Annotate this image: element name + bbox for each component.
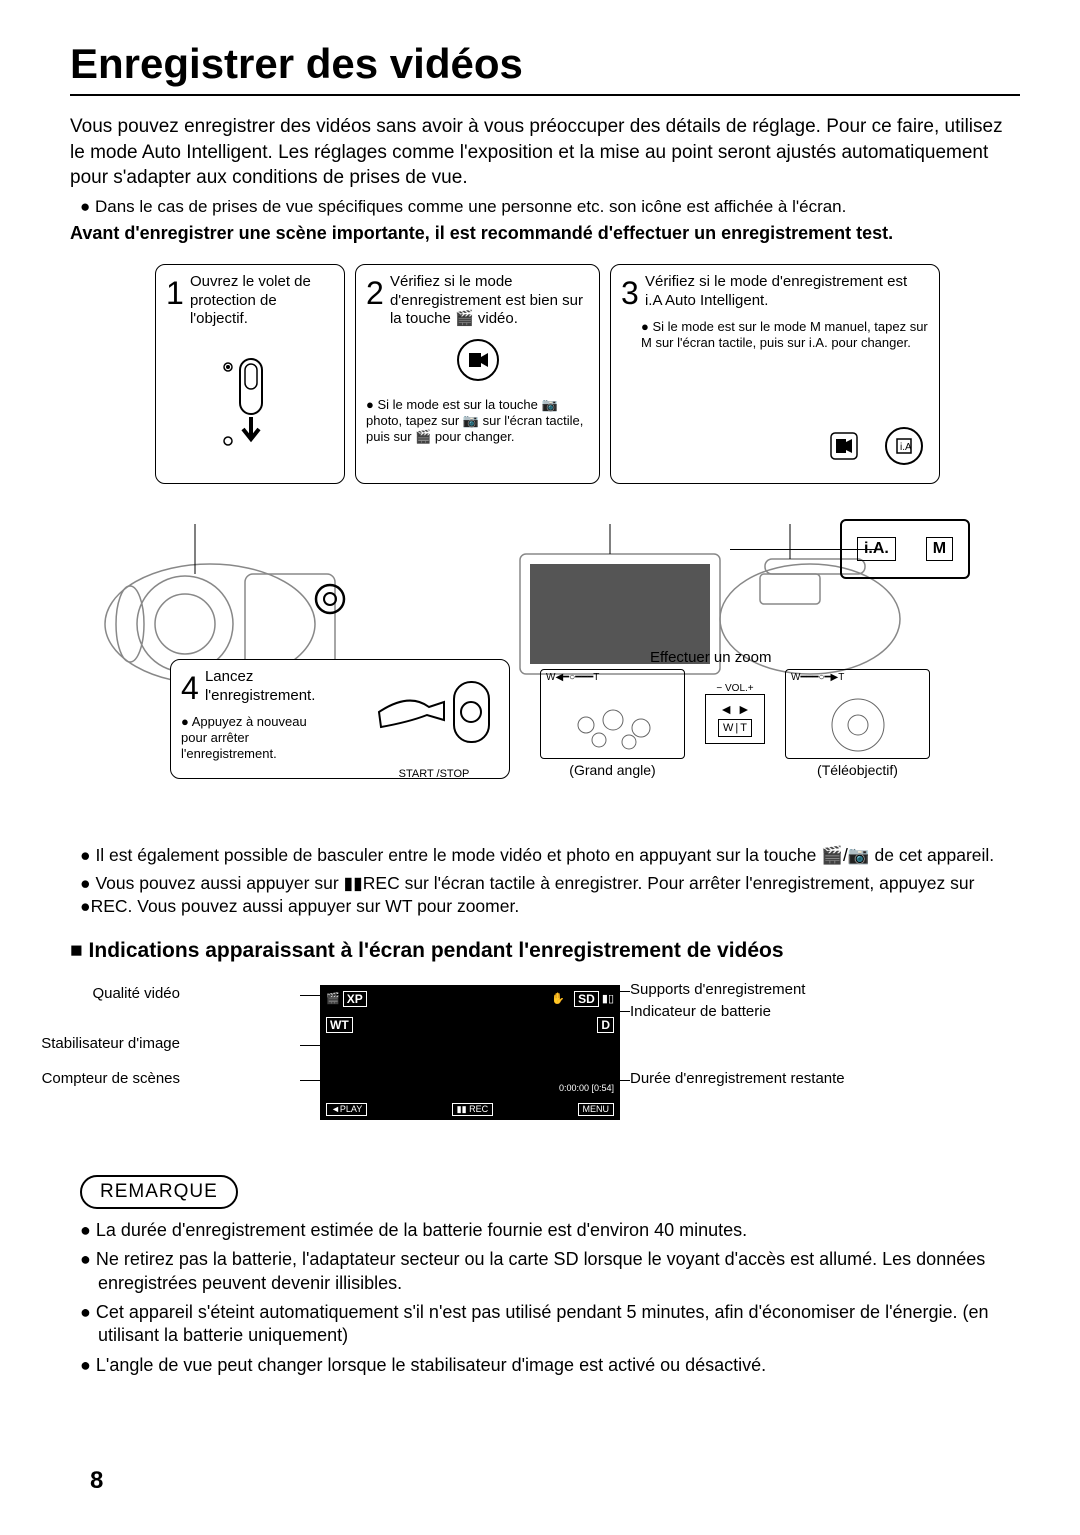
- mode-circles: i.A: [819, 425, 929, 473]
- note-switch-mode: Il est également possible de basculer en…: [80, 844, 1020, 868]
- video-mode-circle-icon: [366, 337, 589, 389]
- lcd-sd: SD: [574, 991, 599, 1007]
- label-stabilizer: Stabilisateur d'image: [0, 1035, 180, 1052]
- step-2-box: 2 Vérifiez si le mode d'enregistrement e…: [355, 264, 600, 484]
- step-1-num: 1: [166, 273, 184, 313]
- step-2-subnote: Si le mode est sur la touche 📷 photo, ta…: [366, 397, 589, 446]
- remarque-item: La durée d'enregistrement estimée de la …: [98, 1219, 1020, 1242]
- step-4-box: 4 Lancez l'enregistrement. Appuyez à nou…: [170, 659, 510, 779]
- step-2-num: 2: [366, 273, 384, 313]
- zoom-thumbnails: W◀━○━━━T (Grand angle) − VOL.+ ◄ ► W|T W…: [540, 669, 930, 759]
- lcd-d: D: [597, 1017, 614, 1033]
- lens-cover-illustration: [166, 349, 334, 455]
- steps-area: 1 Ouvrez le volet de protection de l'obj…: [70, 264, 1020, 834]
- lcd-wt[interactable]: WT: [326, 1017, 353, 1033]
- vol-label: − VOL.+: [705, 683, 765, 694]
- label-quality: Qualité vidéo: [0, 985, 180, 1002]
- remarque-label: REMARQUE: [80, 1175, 238, 1209]
- zoom-heading: Effectuer un zoom: [650, 649, 771, 666]
- remarque-item: L'angle de vue peut changer lorsque le s…: [98, 1354, 1020, 1377]
- remarque-item: Cet appareil s'éteint automatiquement s'…: [98, 1301, 1020, 1348]
- wt-rocker[interactable]: − VOL.+ ◄ ► W|T: [705, 683, 765, 744]
- lcd-indicator-diagram: Qualité vidéo Stabilisateur d'image Comp…: [70, 975, 1020, 1145]
- lcd-rec-button[interactable]: ▮▮ REC: [452, 1103, 493, 1116]
- start-stop-label: START /STOP: [369, 768, 499, 782]
- step-3-box: 3 Vérifiez si le mode d'enregistrement e…: [610, 264, 940, 484]
- intro-paragraph: Vous pouvez enregistrer des vidéos sans …: [70, 114, 1020, 191]
- step-3-num: 3: [621, 273, 639, 313]
- page-title: Enregistrer des vidéos: [70, 40, 1020, 88]
- step-4-num: 4: [181, 668, 199, 708]
- intro-bullet: Dans le cas de prises de vue spécifiques…: [80, 197, 1020, 217]
- lcd-menu-button[interactable]: MENU: [578, 1103, 615, 1116]
- pretest-note: Avant d'enregistrer une scène importante…: [70, 223, 1020, 244]
- remarque-list: La durée d'enregistrement estimée de la …: [98, 1219, 1020, 1377]
- step-3-subnote: Si le mode est sur le mode M manuel, tap…: [641, 319, 929, 352]
- indications-heading: Indications apparaissant à l'écran penda…: [70, 939, 1020, 963]
- label-scene-counter: Compteur de scènes: [0, 1070, 180, 1087]
- label-battery: Indicateur de batterie: [630, 1003, 771, 1020]
- step-1-box: 1 Ouvrez le volet de protection de l'obj…: [155, 264, 345, 484]
- title-underline: [70, 94, 1020, 96]
- lcd-xp: XP: [343, 991, 367, 1007]
- lcd-play-button[interactable]: ◄PLAY: [326, 1103, 367, 1116]
- label-media: Supports d'enregistrement: [630, 981, 805, 998]
- lcd-screen: 🎬 XP ✋ SD ▮▯ WT D 0:00:00 [0:54] ◄PLAY ▮…: [320, 985, 620, 1120]
- step-4-text: Lancez l'enregistrement.: [205, 668, 345, 706]
- step-1-text: Ouvrez le volet de protection de l'objec…: [190, 273, 328, 329]
- manual-mode-button[interactable]: M: [926, 537, 953, 561]
- leader-line: [730, 549, 880, 550]
- page-number: 8: [90, 1467, 103, 1495]
- zoom-tele-thumb: W━━━○━▶T (Téléobjectif): [785, 669, 930, 759]
- lcd-timecode: 0:00:00 [0:54]: [326, 1083, 614, 1093]
- svg-text:i.A: i.A: [900, 442, 912, 453]
- step-4-subnote: Appuyez à nouveau pour arrêter l'enregis…: [181, 714, 331, 763]
- start-stop-illustration: START /STOP: [369, 672, 499, 782]
- zoom-wide-caption: (Grand angle): [541, 762, 684, 778]
- remarque-item: Ne retirez pas la batterie, l'adaptateur…: [98, 1248, 1020, 1295]
- post-step-notes: Il est également possible de basculer en…: [80, 844, 1020, 919]
- note-touch-rec: Vous pouvez aussi appuyer sur ▮▮REC sur …: [80, 872, 1020, 919]
- zoom-tele-caption: (Téléobjectif): [786, 762, 929, 778]
- step-3-text: Vérifiez si le mode d'enregistrement est…: [645, 273, 923, 311]
- label-rectime: Durée d'enregistrement restante: [630, 1070, 845, 1087]
- step-2-text: Vérifiez si le mode d'enregistrement est…: [390, 273, 583, 329]
- zoom-wide-thumb: W◀━○━━━T (Grand angle): [540, 669, 685, 759]
